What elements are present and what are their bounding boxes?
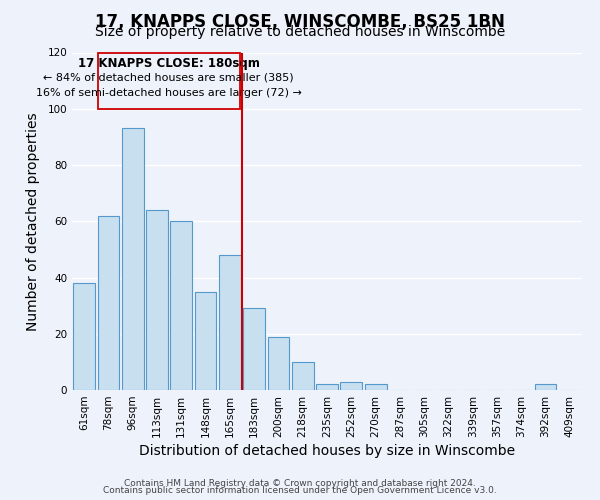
Y-axis label: Number of detached properties: Number of detached properties (26, 112, 40, 330)
Bar (243, 308, 265, 390)
Bar (219, 255, 241, 390)
Bar (97, 216, 119, 390)
Text: Size of property relative to detached houses in Winscombe: Size of property relative to detached ho… (95, 25, 505, 39)
Bar (146, 210, 168, 390)
Text: Contains public sector information licensed under the Open Government Licence v3: Contains public sector information licen… (103, 486, 497, 495)
Bar (122, 128, 143, 390)
Bar (170, 221, 192, 390)
Text: ← 84% of detached houses are smaller (385): ← 84% of detached houses are smaller (38… (43, 72, 294, 82)
X-axis label: Distribution of detached houses by size in Winscombe: Distribution of detached houses by size … (139, 444, 515, 458)
FancyBboxPatch shape (97, 52, 240, 109)
Bar (365, 384, 386, 390)
Bar (292, 362, 314, 390)
Text: 17 KNAPPS CLOSE: 180sqm: 17 KNAPPS CLOSE: 180sqm (78, 56, 260, 70)
Text: 16% of semi-detached houses are larger (72) →: 16% of semi-detached houses are larger (… (36, 88, 302, 98)
Bar (194, 292, 217, 390)
Bar (340, 382, 362, 390)
Bar (73, 283, 95, 390)
Bar (268, 336, 289, 390)
Text: 17, KNAPPS CLOSE, WINSCOMBE, BS25 1BN: 17, KNAPPS CLOSE, WINSCOMBE, BS25 1BN (95, 12, 505, 30)
Bar (535, 384, 556, 390)
Bar (316, 384, 338, 390)
Text: Contains HM Land Registry data © Crown copyright and database right 2024.: Contains HM Land Registry data © Crown c… (124, 478, 476, 488)
